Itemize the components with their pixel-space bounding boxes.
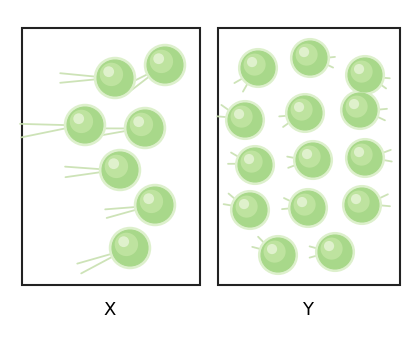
Circle shape [288, 188, 328, 228]
Circle shape [294, 102, 304, 112]
Circle shape [285, 93, 325, 133]
Circle shape [324, 241, 334, 251]
Circle shape [264, 240, 286, 263]
Circle shape [299, 145, 321, 168]
Circle shape [235, 195, 258, 218]
Circle shape [109, 227, 151, 269]
Circle shape [302, 149, 312, 159]
Circle shape [345, 188, 379, 222]
Circle shape [293, 140, 333, 180]
Circle shape [153, 53, 164, 64]
Circle shape [296, 143, 330, 177]
Circle shape [290, 38, 330, 78]
Circle shape [351, 60, 372, 83]
Circle shape [134, 184, 176, 226]
Text: X: X [104, 301, 116, 319]
Circle shape [238, 148, 272, 182]
Circle shape [67, 107, 103, 143]
Circle shape [318, 235, 352, 269]
Circle shape [294, 194, 316, 216]
Circle shape [297, 197, 307, 207]
Circle shape [73, 113, 84, 124]
Circle shape [144, 44, 186, 86]
Circle shape [321, 238, 343, 260]
Circle shape [295, 44, 318, 66]
Circle shape [230, 190, 270, 230]
Bar [218, 28, 400, 285]
Circle shape [243, 54, 266, 76]
Bar [22, 28, 200, 285]
Circle shape [247, 57, 257, 67]
Circle shape [290, 99, 313, 121]
Circle shape [342, 185, 382, 225]
Circle shape [345, 138, 385, 178]
Circle shape [102, 152, 138, 188]
Circle shape [261, 238, 295, 272]
Circle shape [64, 104, 106, 146]
Circle shape [354, 147, 364, 157]
Circle shape [133, 116, 144, 127]
Circle shape [315, 232, 355, 272]
Text: Y: Y [303, 301, 313, 319]
Circle shape [140, 190, 163, 213]
Circle shape [124, 107, 166, 149]
Circle shape [150, 50, 173, 73]
Circle shape [99, 149, 141, 191]
Circle shape [288, 96, 322, 130]
Circle shape [234, 109, 244, 119]
Circle shape [130, 113, 153, 136]
Circle shape [143, 193, 154, 204]
Circle shape [291, 191, 325, 225]
Circle shape [351, 144, 372, 166]
Circle shape [108, 158, 119, 169]
Circle shape [258, 235, 298, 275]
Circle shape [239, 199, 249, 209]
Circle shape [105, 155, 128, 178]
Circle shape [293, 41, 327, 75]
Circle shape [351, 194, 361, 204]
Circle shape [97, 60, 133, 96]
Circle shape [112, 230, 148, 266]
Circle shape [118, 236, 129, 247]
Circle shape [299, 47, 309, 57]
Circle shape [103, 66, 114, 77]
Circle shape [267, 244, 277, 254]
Circle shape [346, 95, 367, 118]
Circle shape [137, 187, 173, 223]
Circle shape [147, 47, 183, 83]
Circle shape [115, 233, 138, 256]
Circle shape [354, 64, 364, 74]
Circle shape [241, 51, 275, 85]
Circle shape [340, 90, 380, 130]
Circle shape [347, 190, 370, 213]
Circle shape [127, 110, 163, 146]
Circle shape [349, 99, 359, 109]
Circle shape [235, 145, 275, 185]
Circle shape [348, 58, 382, 92]
Circle shape [230, 105, 253, 128]
Circle shape [94, 57, 136, 99]
Circle shape [244, 154, 254, 164]
Circle shape [348, 141, 382, 175]
Circle shape [70, 110, 93, 133]
Circle shape [100, 63, 123, 86]
Circle shape [238, 48, 278, 88]
Circle shape [233, 193, 267, 227]
Circle shape [345, 55, 385, 95]
Circle shape [241, 150, 263, 173]
Circle shape [225, 100, 265, 140]
Circle shape [343, 93, 377, 127]
Circle shape [228, 103, 262, 137]
